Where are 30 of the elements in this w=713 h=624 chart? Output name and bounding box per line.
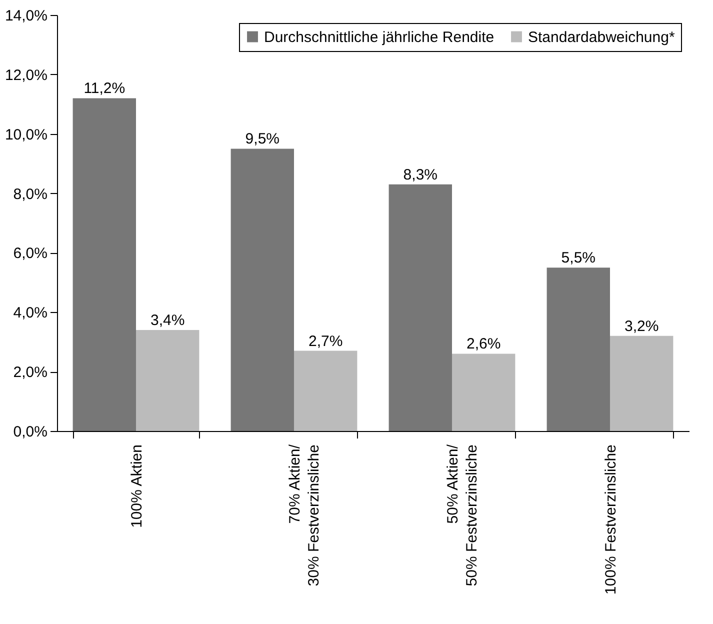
bar [72, 98, 136, 431]
y-tick-label: 12,0% [4, 66, 48, 84]
bar [546, 268, 610, 431]
x-tick-label: 70% Aktien/ 30% Festverzinsliche [286, 444, 322, 586]
bar [452, 354, 516, 431]
data-label: 11,2% [84, 80, 126, 98]
y-tick-label: 4,0% [13, 304, 48, 322]
bar [294, 350, 358, 431]
y-tick-label: 10,0% [4, 126, 48, 144]
x-tick-label: 100% Aktien [128, 444, 146, 528]
bar [388, 184, 452, 431]
y-tick-label: 6,0% [13, 245, 48, 262]
bar [610, 336, 674, 431]
x-tick-label: 50% Aktien/ 50% Festverzinsliche [444, 444, 480, 586]
x-tick-label: 100% Festverzinsliche [602, 444, 620, 595]
data-label: 3,4% [150, 312, 185, 329]
data-label: 2,6% [466, 336, 501, 353]
data-label: 8,3% [403, 166, 438, 184]
bar [136, 330, 200, 431]
data-label: 9,5% [245, 130, 280, 148]
data-label: 3,2% [624, 318, 659, 335]
y-tick-label: 0,0% [13, 424, 48, 440]
data-label: 2,7% [308, 332, 343, 350]
legend-label: Durchschnittliche jährliche Rendite [264, 28, 494, 46]
y-tick-label: 14,0% [4, 8, 48, 24]
data-label: 5,5% [561, 250, 596, 267]
y-tick-label: 2,0% [13, 364, 48, 382]
legend-label: Standardabweichung* [528, 28, 675, 46]
y-tick-label: 8,0% [13, 186, 48, 203]
bar [230, 148, 294, 431]
